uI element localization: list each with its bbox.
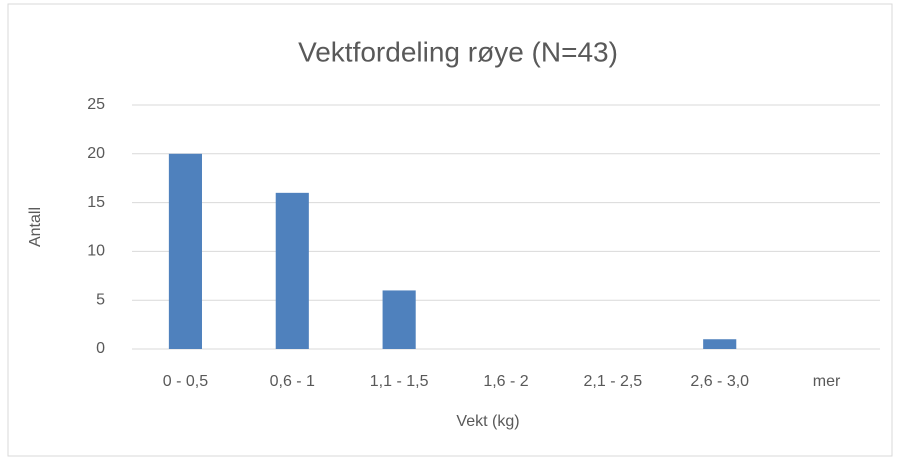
x-tick-label: 0 - 0,5 xyxy=(163,373,208,390)
y-tick-label: 15 xyxy=(87,194,105,211)
x-tick-label: mer xyxy=(813,373,841,390)
y-tick-label: 0 xyxy=(96,340,105,357)
y-tick-label: 25 xyxy=(87,96,105,113)
chart-title: Vektfordeling røye (N=43) xyxy=(298,36,618,67)
bar xyxy=(382,290,416,349)
x-tick-label: 2,1 - 2,5 xyxy=(584,373,643,390)
x-tick-label: 2,6 - 3,0 xyxy=(690,373,749,390)
x-tick-label: 1,1 - 1,5 xyxy=(370,373,429,390)
y-tick-label: 5 xyxy=(96,291,105,308)
x-tick-label: 0,6 - 1 xyxy=(270,373,315,390)
bar xyxy=(168,153,202,349)
x-tick-label: 1,6 - 2 xyxy=(483,373,528,390)
y-axis-label: Antall xyxy=(27,207,44,247)
y-tick-label: 20 xyxy=(87,145,105,162)
y-tick-label: 10 xyxy=(87,243,105,260)
chart-frame xyxy=(7,3,893,457)
x-axis-label: Vekt (kg) xyxy=(456,413,519,430)
bar xyxy=(275,192,309,349)
bar xyxy=(703,339,737,349)
